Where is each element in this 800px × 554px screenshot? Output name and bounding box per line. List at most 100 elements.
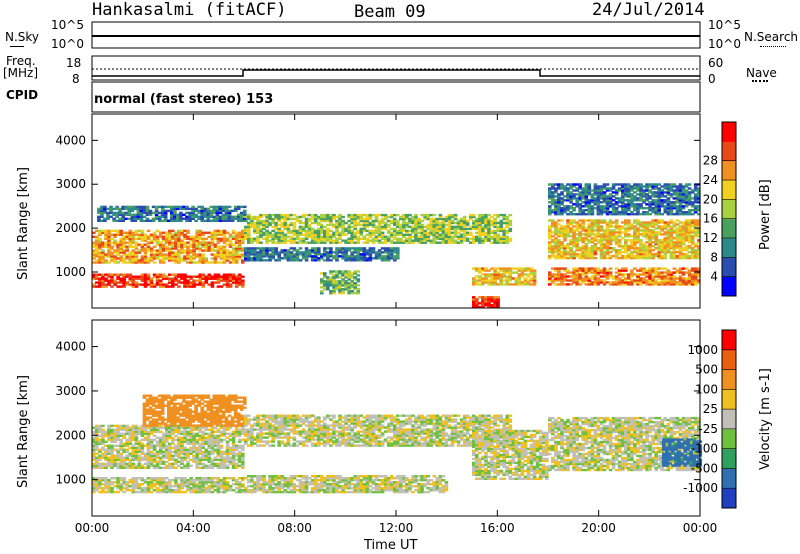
heatmap-cell <box>560 245 564 248</box>
heatmap-cell <box>101 283 105 286</box>
heatmap-cell <box>101 279 105 282</box>
heatmap-cell <box>569 239 573 242</box>
heatmap-cell <box>560 277 564 280</box>
heatmap-cell <box>396 249 400 252</box>
heatmap-cell <box>362 251 367 254</box>
heatmap-cell <box>317 217 321 221</box>
heatmap-cell <box>687 211 692 214</box>
heatmap-cell <box>465 221 470 225</box>
heatmap-cell <box>198 257 202 260</box>
heatmap-cell <box>128 259 133 262</box>
heatmap-cell <box>654 193 658 196</box>
heatmap-cell <box>438 225 443 229</box>
heatmap-cell <box>201 275 205 278</box>
heatmap-cell <box>140 442 145 445</box>
heatmap-cell <box>262 249 266 252</box>
heatmap-cell <box>596 201 601 204</box>
heatmap-cell <box>566 189 570 192</box>
heatmap-cell <box>627 195 631 198</box>
heatmap-cell <box>101 231 105 234</box>
heatmap-cell <box>465 231 470 234</box>
heatmap-cell <box>128 233 133 236</box>
heatmap-cell <box>645 227 649 230</box>
heatmap-cell <box>584 201 589 204</box>
heatmap-cell <box>642 201 646 204</box>
heatmap-cell <box>617 273 622 276</box>
heatmap-cell <box>168 281 172 284</box>
heatmap-cell <box>496 239 500 242</box>
heatmap-cell <box>441 235 446 238</box>
heatmap-cell <box>310 215 315 219</box>
heatmap-cell <box>380 219 385 223</box>
heatmap-cell <box>630 241 634 244</box>
heatmap-cell <box>666 221 671 224</box>
heatmap-cell <box>380 237 385 240</box>
heatmap-cell <box>292 259 297 262</box>
heatmap-cell <box>590 201 595 204</box>
heatmap-cell <box>411 227 415 231</box>
heatmap-cell <box>593 187 598 190</box>
heatmap-cell <box>192 253 196 256</box>
heatmap-cell <box>168 257 172 260</box>
heatmap-cell <box>657 249 661 252</box>
heatmap-cell <box>152 239 157 242</box>
heatmap-cell <box>614 249 619 252</box>
heatmap-cell <box>636 193 640 196</box>
heatmap-cell <box>332 292 336 295</box>
heatmap-cell <box>669 187 674 190</box>
heatmap-cell <box>621 281 625 284</box>
heatmap-cell <box>192 239 196 242</box>
heatmap-cell <box>268 257 272 260</box>
heatmap-cell <box>344 288 348 291</box>
heatmap-cell <box>110 440 114 443</box>
heatmap-cell <box>420 241 424 244</box>
heatmap-cell <box>447 219 452 223</box>
heatmap-cell <box>98 458 102 461</box>
heatmap-cell <box>104 237 108 240</box>
heatmap-cell <box>109 215 113 218</box>
heatmap-cell <box>119 432 123 435</box>
heatmap-cell <box>645 245 649 248</box>
heatmap-cell <box>654 237 658 240</box>
heatmap-cell <box>554 203 558 206</box>
heatmap-cell <box>484 302 488 305</box>
heatmap-cell <box>234 285 239 288</box>
heatmap-cell <box>183 235 187 238</box>
heatmap-cell <box>286 229 291 233</box>
heatmap-cell <box>317 251 321 254</box>
heatmap-cell <box>140 235 145 238</box>
heatmap-cell <box>118 207 122 211</box>
heatmap-cell <box>681 199 686 202</box>
heatmap-cell <box>128 231 133 234</box>
heatmap-cell <box>265 241 269 244</box>
heatmap-cell <box>198 259 202 262</box>
heatmap-cell <box>642 185 646 188</box>
heatmap-cell <box>581 205 585 208</box>
heatmap-cell <box>356 288 361 291</box>
heatmap-cell <box>660 191 665 194</box>
heatmap-cell <box>152 237 157 240</box>
heatmap-cell <box>529 271 534 274</box>
heatmap-cell <box>627 283 631 286</box>
heatmap-cell <box>684 281 689 284</box>
heatmap-cell <box>572 279 576 282</box>
heatmap-cell <box>347 219 351 223</box>
heatmap-cell <box>608 241 613 244</box>
heatmap-cell <box>170 217 174 220</box>
heatmap-cell <box>320 241 324 244</box>
heatmap-cell <box>523 281 528 284</box>
heatmap-cell <box>183 281 187 284</box>
heatmap-cell <box>101 466 105 469</box>
heatmap-cell <box>152 456 157 459</box>
heatmap-cell <box>368 255 373 258</box>
heatmap-cell <box>660 249 665 252</box>
heatmap-cell <box>101 285 105 288</box>
heatmap-cell <box>216 281 221 284</box>
heatmap-cell <box>241 275 245 278</box>
heatmap-cell <box>697 191 701 194</box>
heatmap-cell <box>690 239 695 242</box>
heatmap-cell <box>183 277 187 280</box>
heatmap-cell <box>617 235 622 238</box>
heatmap-cell <box>639 197 643 200</box>
heatmap-cell <box>599 201 604 204</box>
